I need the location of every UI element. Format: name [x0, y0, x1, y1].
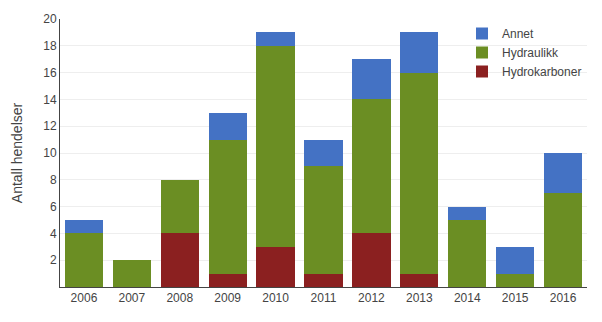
svg-text:10: 10 [43, 146, 57, 160]
svg-text:2009: 2009 [214, 291, 241, 305]
svg-text:18: 18 [43, 39, 57, 53]
svg-text:2010: 2010 [262, 291, 289, 305]
svg-text:12: 12 [43, 119, 57, 133]
svg-text:2013: 2013 [406, 291, 433, 305]
svg-text:2011: 2011 [311, 291, 337, 305]
svg-text:2006: 2006 [71, 291, 98, 305]
svg-text:4: 4 [50, 227, 57, 241]
svg-text:Hydrokarboner: Hydrokarboner [502, 65, 581, 79]
svg-text:2008: 2008 [166, 291, 193, 305]
svg-text:16: 16 [43, 66, 57, 80]
svg-text:14: 14 [43, 93, 57, 107]
svg-text:Annet: Annet [502, 27, 534, 41]
svg-text:6: 6 [50, 200, 57, 214]
svg-text:Antall hendelser: Antall hendelser [9, 102, 25, 203]
svg-text:2015: 2015 [502, 291, 529, 305]
svg-text:2007: 2007 [119, 291, 146, 305]
svg-text:20: 20 [43, 12, 57, 26]
svg-text:2012: 2012 [358, 291, 385, 305]
svg-text:8: 8 [50, 173, 57, 187]
svg-text:2: 2 [50, 253, 57, 267]
svg-text:2016: 2016 [550, 291, 577, 305]
svg-text:Hydraulikk: Hydraulikk [502, 46, 559, 60]
svg-text:2014: 2014 [454, 291, 481, 305]
